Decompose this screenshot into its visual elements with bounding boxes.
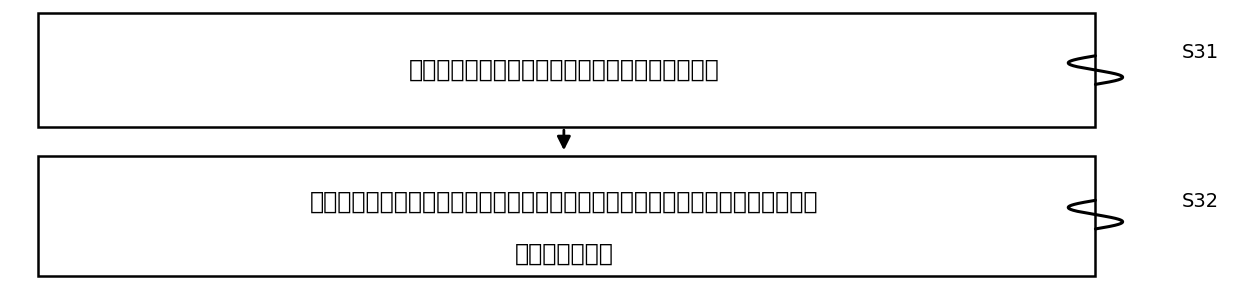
Text: S32: S32 <box>1182 192 1219 211</box>
FancyBboxPatch shape <box>38 156 1095 276</box>
FancyBboxPatch shape <box>38 13 1095 127</box>
Text: S31: S31 <box>1182 43 1219 62</box>
Text: 根据混合油的体积、混合油的密度、稀油的密度、稀油的体积和原油的体积，确定: 根据混合油的体积、混合油的密度、稀油的密度、稀油的体积和原油的体积，确定 <box>310 190 818 214</box>
Text: 原油的参考密度: 原油的参考密度 <box>514 241 613 265</box>
Text: 根据稀油的体积和混合油的体积，确定原油的体积: 根据稀油的体积和混合油的体积，确定原油的体积 <box>409 58 720 82</box>
